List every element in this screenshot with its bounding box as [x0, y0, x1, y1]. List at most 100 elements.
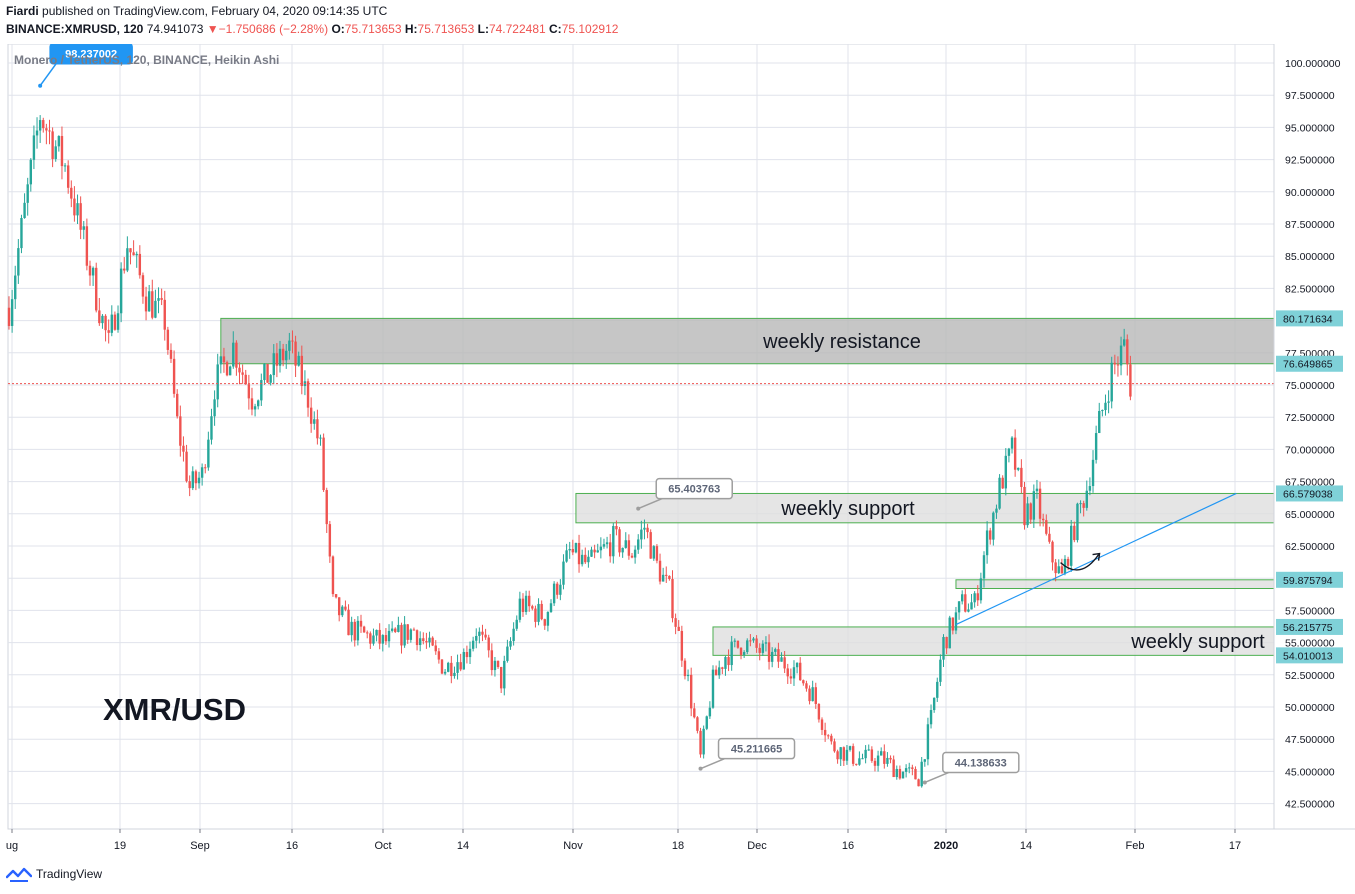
- candle-body: [66, 165, 70, 188]
- candle-body: [372, 635, 375, 644]
- candle-body: [646, 527, 649, 533]
- candle-body: [359, 620, 363, 627]
- candle-body: [811, 687, 814, 702]
- overlay-layer: weekly resistance weekly support weekly su…: [8, 44, 1274, 785]
- candle-body: [995, 508, 998, 513]
- candle-body: [319, 437, 322, 439]
- candle-body: [540, 603, 543, 620]
- open-value: 75.713653: [344, 22, 402, 36]
- candle-body: [76, 203, 79, 216]
- candle-body: [107, 330, 110, 333]
- candle-body: [447, 662, 450, 672]
- candle-body: [814, 687, 817, 705]
- candle-body: [926, 724, 930, 760]
- candle-body: [503, 660, 506, 689]
- candle-body: [886, 757, 889, 764]
- candle-body: [422, 638, 425, 642]
- candle-body: [123, 268, 126, 271]
- candle-body: [250, 398, 254, 410]
- candle-body: [375, 629, 378, 636]
- candle-body: [88, 265, 92, 276]
- candle-body: [1126, 339, 1129, 365]
- candle-body: [1020, 467, 1023, 487]
- candle-body: [845, 749, 849, 761]
- candle-body: [789, 676, 793, 679]
- candle-body: [742, 652, 746, 655]
- candle-body: [546, 612, 550, 626]
- y-tick-label: 92.500000: [1285, 155, 1335, 167]
- candle-body: [917, 779, 920, 787]
- candle-body: [721, 667, 724, 669]
- candle-body: [792, 667, 796, 679]
- callout-pointer: [924, 771, 950, 784]
- candle-body: [1085, 490, 1088, 508]
- candle-body: [718, 667, 721, 676]
- y-tick-label: 57.500000: [1285, 605, 1335, 617]
- candle-body: [169, 349, 173, 359]
- candle-body: [204, 467, 207, 469]
- ohlc-bar: BINANCE:XMRUSD, 120 74.941073 ▼−1.750686…: [6, 22, 618, 36]
- price-tag-box: [1276, 310, 1343, 327]
- candle-body: [390, 628, 394, 631]
- footer[interactable]: TradingView: [6, 866, 102, 882]
- candle-body: [861, 758, 864, 760]
- tradingview-brand: TradingView: [36, 867, 103, 881]
- candle-body: [992, 512, 995, 540]
- candle-body: [658, 560, 662, 582]
- candle-body: [714, 669, 718, 676]
- candle-body: [770, 651, 774, 662]
- price-axis: 100.000000 97.500000 95.000000 92.500000 90.…: [1273, 44, 1343, 829]
- callout-dot: [698, 766, 703, 771]
- callout-box: [655, 477, 733, 500]
- candle-body: [244, 374, 247, 385]
- candle-body: [1104, 402, 1107, 411]
- candle-body: [979, 578, 983, 601]
- candle-body: [518, 598, 522, 620]
- candle-body: [851, 746, 855, 764]
- price-chart[interactable]: weekly resistance weekly support weekly su…: [0, 44, 1355, 860]
- candle-body: [151, 291, 154, 318]
- candle-body: [219, 356, 223, 365]
- callout-pointer: [700, 757, 725, 770]
- close-value: 75.102912: [561, 22, 619, 36]
- candle-body: [964, 594, 967, 612]
- candle-body: [60, 136, 64, 167]
- candle-body: [216, 364, 219, 400]
- candle-body: [281, 348, 285, 361]
- candle-body: [141, 275, 145, 297]
- callout-label: 65.403763: [668, 484, 720, 496]
- candle-body: [381, 635, 384, 644]
- candle-body: [285, 350, 288, 361]
- candle-body: [870, 749, 874, 761]
- candle-body: [1110, 362, 1113, 402]
- candle-body: [257, 400, 260, 407]
- candle-body: [194, 471, 198, 484]
- zone-label: weekly support: [780, 498, 915, 520]
- candle-body: [989, 530, 992, 540]
- candle-body: [945, 636, 948, 649]
- y-tick-label: 42.500000: [1285, 799, 1335, 811]
- candle-body: [48, 130, 51, 132]
- candle-body: [135, 253, 138, 256]
- candle-body: [864, 749, 867, 759]
- y-tick-label: 70.000000: [1285, 444, 1335, 456]
- candle-body: [1054, 562, 1057, 574]
- candle-body: [568, 548, 571, 551]
- candle-layer: [7, 115, 1132, 788]
- candle-body: [683, 660, 687, 677]
- candle-body: [235, 342, 238, 368]
- candle-body: [7, 307, 11, 326]
- candle-body: [1017, 467, 1020, 470]
- candle-body: [14, 275, 17, 300]
- candle-body: [951, 617, 955, 631]
- candle-body: [453, 672, 456, 677]
- price-tag-box: [1276, 647, 1343, 664]
- candle-body: [830, 735, 833, 742]
- y-tick-label: 85.000000: [1285, 251, 1335, 263]
- candle-body: [823, 729, 827, 736]
- candle-body: [693, 708, 696, 718]
- candle-body: [98, 310, 101, 324]
- x-tick-label: ug: [6, 840, 18, 852]
- candle-body: [306, 381, 310, 408]
- candle-body: [29, 159, 33, 185]
